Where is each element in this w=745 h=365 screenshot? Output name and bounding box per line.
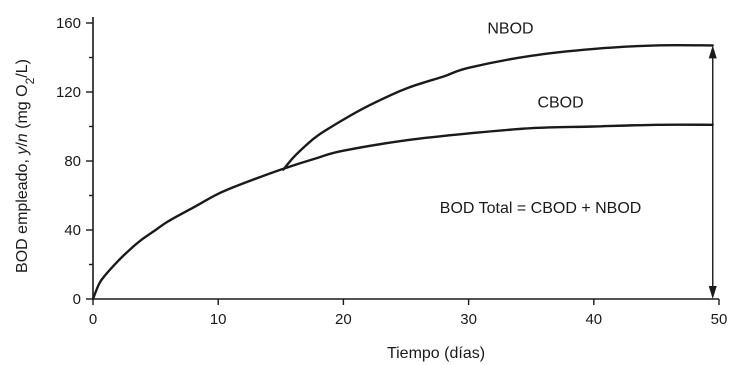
x-tick-label: 30 bbox=[460, 311, 477, 328]
nbod-curve bbox=[282, 43, 714, 171]
axes bbox=[92, 17, 719, 300]
y-tick-label: 160 bbox=[56, 15, 81, 32]
arrow-head-up bbox=[708, 45, 717, 59]
total-arrow bbox=[708, 45, 717, 299]
y-tick-label: 40 bbox=[64, 222, 81, 239]
labels: Tiempo (días) BOD empleado, y/n (mg O2/L… bbox=[14, 59, 485, 362]
x-tick-label: 50 bbox=[711, 311, 728, 328]
x-axis-title: Tiempo (días) bbox=[387, 345, 485, 362]
x-tick-label: 40 bbox=[585, 311, 602, 328]
cbod-curve bbox=[91, 123, 714, 301]
x-tick-label: 0 bbox=[89, 311, 97, 328]
x-tick-label: 20 bbox=[335, 311, 352, 328]
y-axis-title: BOD empleado, y/n (mg O2/L) bbox=[14, 59, 37, 273]
y-tick-label: 120 bbox=[56, 84, 81, 101]
annotations: NBOD CBOD BOD Total = CBOD + NBOD bbox=[440, 20, 642, 216]
annotation-label: CBOD bbox=[537, 95, 583, 112]
curves bbox=[91, 43, 714, 301]
ticks: 0 10 20 30 40 50 0 40 80 120 160 bbox=[56, 15, 727, 328]
x-tick-label: 10 bbox=[210, 311, 227, 328]
y-tick-label: 0 bbox=[73, 291, 81, 308]
y-tick-label: 80 bbox=[64, 153, 81, 170]
annotation-label: NBOD bbox=[487, 20, 533, 37]
arrow-head-down bbox=[708, 286, 717, 299]
annotation-label: BOD Total = CBOD + NBOD bbox=[440, 200, 642, 217]
